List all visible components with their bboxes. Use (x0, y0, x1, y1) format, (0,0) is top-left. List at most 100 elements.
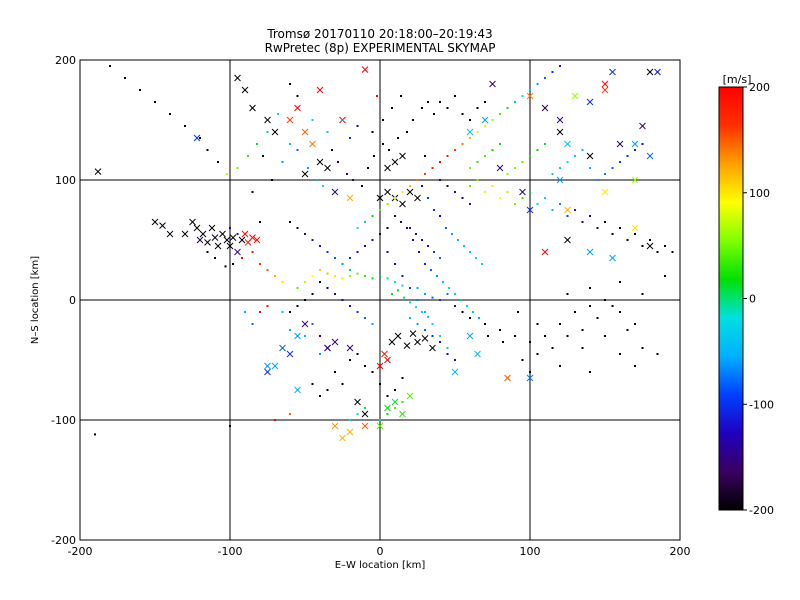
data-point-dot (596, 179, 599, 181)
data-point-cross (466, 332, 474, 340)
data-point-dot (451, 233, 453, 235)
data-point-dot (476, 161, 479, 163)
data-point-cross (196, 236, 204, 244)
data-point-dot (442, 281, 444, 283)
data-point-dot (322, 185, 324, 187)
data-point-dot (271, 179, 273, 181)
data-point-dot (457, 239, 459, 241)
data-point-dot (514, 203, 516, 205)
data-point-cross (294, 386, 301, 394)
data-point-dot (409, 317, 411, 319)
data-point-dot (319, 245, 321, 247)
data-point-dot (356, 272, 359, 275)
data-point-dot (394, 215, 396, 217)
data-point-dot (619, 161, 621, 163)
data-point-dot (397, 137, 399, 139)
data-point-cross (294, 332, 301, 340)
data-point-dot (446, 155, 449, 157)
data-point-cross (409, 330, 417, 337)
data-point-dot (409, 185, 411, 187)
data-point-dot (436, 275, 438, 277)
data-point-dot (401, 275, 404, 277)
data-point-cross (166, 230, 174, 238)
data-point-dot (529, 371, 531, 373)
data-point-cross (556, 176, 564, 184)
data-point-dot (476, 131, 479, 133)
data-point-dot (406, 227, 408, 229)
data-point-dot (427, 245, 429, 247)
data-point-dot (236, 167, 239, 169)
data-point-dot (262, 155, 264, 157)
data-point-dot (641, 293, 644, 295)
data-point-dot (536, 203, 539, 205)
data-point-cross (324, 164, 331, 172)
data-point-dot (469, 119, 471, 121)
data-point-cross (301, 128, 309, 136)
data-point-dot (289, 311, 291, 313)
data-point-dot (544, 197, 546, 199)
data-point-dot (634, 149, 636, 151)
data-point-cross (193, 224, 201, 232)
data-point-cross (331, 338, 339, 346)
data-point-cross (331, 422, 339, 430)
data-point-dot (424, 155, 426, 157)
data-point-dot (326, 389, 329, 391)
data-point-dot (574, 209, 576, 211)
data-point-dot (454, 191, 456, 193)
data-point-dot (536, 323, 539, 325)
data-point-cross (294, 104, 301, 112)
data-point-dot (439, 335, 441, 337)
data-point-dot (596, 227, 599, 229)
colorbar: 200 100 0 -100 -200 (718, 81, 774, 517)
data-point-dot (349, 275, 351, 277)
data-point-cross (421, 335, 429, 342)
data-point-dot (296, 227, 299, 229)
data-point-dot (364, 221, 366, 223)
data-point-dot (656, 251, 659, 253)
data-point-dot (94, 433, 96, 436)
data-point-cross (403, 342, 411, 349)
data-point-dot (199, 137, 201, 139)
data-point-dot (289, 221, 291, 223)
data-point-dot (415, 306, 417, 309)
data-point-cross (159, 222, 166, 229)
data-point-dot (604, 221, 606, 223)
data-point-cross (354, 398, 361, 406)
data-point-dot (484, 191, 486, 193)
data-point-dot (364, 407, 366, 409)
data-point-dot (641, 347, 644, 349)
data-point-dot (304, 281, 306, 283)
data-point-dot (559, 65, 561, 67)
data-point-dot (529, 89, 531, 91)
data-point-dot (641, 143, 644, 145)
data-point-cross (466, 128, 474, 136)
data-point-dot (386, 395, 389, 397)
data-point-dot (514, 167, 516, 169)
data-point-dot (326, 251, 329, 253)
data-point-dot (626, 329, 629, 331)
data-point-dot (241, 257, 243, 259)
data-point-dot (544, 143, 546, 145)
data-point-cross (241, 86, 249, 94)
data-point-dot (431, 335, 434, 337)
data-point-cross (241, 230, 249, 238)
data-point-cross (646, 68, 654, 76)
data-point-dot (634, 365, 636, 367)
data-point-dot (589, 371, 591, 373)
data-point-dot (371, 371, 374, 373)
data-point-dot (461, 113, 464, 115)
data-point-dot (469, 137, 471, 139)
data-point-dot (289, 329, 291, 331)
data-point-dot (439, 101, 441, 103)
data-point-dot (469, 251, 471, 253)
data-point-cross (384, 404, 391, 412)
data-point-dot (463, 245, 465, 247)
data-point-dot (604, 335, 606, 337)
data-point-cross (429, 344, 436, 352)
data-point-dot (499, 197, 501, 199)
data-point-dot (289, 83, 291, 85)
data-point-dot (334, 275, 336, 277)
data-point-dot (433, 251, 435, 253)
data-point-cross (639, 122, 646, 130)
data-point-dot (626, 155, 629, 157)
